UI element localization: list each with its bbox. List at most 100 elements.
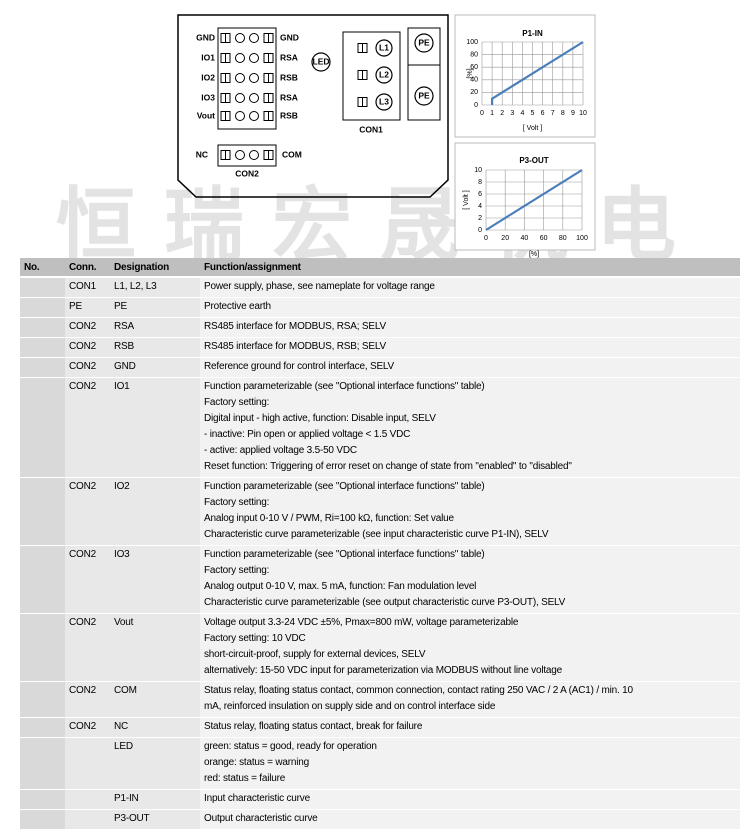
function-cell: Input characteristic curve bbox=[200, 789, 740, 810]
designation-cell: LED bbox=[110, 737, 200, 790]
conn-cell: CON2 bbox=[65, 357, 110, 378]
diagram-labels: GND GND IO1 RSA IO2 RSB IO3 RSA Vout RSB NC COM CON2… bbox=[196, 32, 434, 178]
function-cell: Voltage output 3.3-24 VDC ±5%, Pmax=800 … bbox=[200, 613, 740, 682]
pin-label: PE bbox=[418, 90, 430, 100]
table-row: PE PE Protective earth bbox=[20, 297, 740, 318]
no-cell bbox=[20, 545, 65, 614]
y-tick-label: 8 bbox=[478, 179, 482, 186]
terminal bbox=[249, 53, 259, 63]
function-cell: Status relay, floating status contact, b… bbox=[200, 717, 740, 738]
x-tick-label: 5 bbox=[531, 110, 535, 117]
conn-cell: CON2 bbox=[65, 717, 110, 738]
terminal bbox=[235, 73, 245, 83]
terminal bbox=[249, 33, 259, 43]
watermark: 恒瑞宏晟机电 bbox=[56, 181, 704, 258]
x-tick-label: 4 bbox=[520, 110, 524, 117]
y-tick-label: 2 bbox=[478, 215, 482, 222]
designation-cell: IO1 bbox=[110, 377, 200, 478]
no-cell bbox=[20, 737, 65, 790]
table-row: CON2 GND Reference ground for control inte… bbox=[20, 357, 740, 378]
pin-label: GND bbox=[196, 32, 215, 42]
terminal bbox=[249, 93, 259, 103]
x-tick-label: 40 bbox=[521, 235, 529, 242]
conn-cell: PE bbox=[65, 297, 110, 318]
x-axis-label: [%] bbox=[529, 251, 539, 258]
conn-cell bbox=[65, 789, 110, 810]
no-cell bbox=[20, 337, 65, 358]
x-tick-label: 10 bbox=[579, 110, 587, 117]
header-cell: Designation bbox=[110, 258, 200, 278]
data-line bbox=[491, 41, 584, 105]
x-tick-label: 8 bbox=[561, 110, 565, 117]
table-row: CON2 IO1 Function parameterizable (see "Op… bbox=[20, 377, 740, 478]
header-cell: No. bbox=[20, 258, 65, 278]
con2-block bbox=[217, 27, 277, 130]
x-tick-label: 80 bbox=[559, 235, 567, 242]
table-row: CON2 RSB RS485 interface for MODBUS, RSB; … bbox=[20, 337, 740, 358]
no-cell bbox=[20, 357, 65, 378]
y-tick-label: 0 bbox=[478, 227, 482, 234]
function-line: RS485 interface for MODBUS, RSA; SELV bbox=[204, 321, 386, 332]
table-row: CON2 COM Status relay, floating status con… bbox=[20, 681, 740, 718]
designation-cell: Vout bbox=[110, 613, 200, 682]
function-line: Output characteristic curve bbox=[204, 813, 318, 824]
table-row: CON2 RSA RS485 interface for MODBUS, RSA; … bbox=[20, 317, 740, 338]
function-line: Input characteristic curve bbox=[204, 793, 310, 804]
housing-outline bbox=[177, 14, 449, 198]
led-symbol bbox=[311, 52, 331, 72]
no-cell bbox=[20, 277, 65, 298]
block-label: CON1 bbox=[359, 124, 383, 134]
pin-label: RSA bbox=[280, 52, 298, 62]
no-cell bbox=[20, 317, 65, 338]
x-tick-label: 60 bbox=[540, 235, 548, 242]
x-tick-label: 0 bbox=[484, 235, 488, 242]
terminal bbox=[414, 33, 434, 53]
pin-label: RSB bbox=[280, 72, 298, 82]
function-line: Voltage output 3.3-24 VDC ±5%, Pmax=800 … bbox=[204, 617, 519, 628]
function-line: Reset function: Triggering of error rese… bbox=[204, 461, 572, 472]
y-tick-label: 80 bbox=[470, 51, 478, 58]
function-cell: Output characteristic curve bbox=[200, 809, 740, 830]
x-tick-label: 100 bbox=[576, 235, 588, 242]
no-cell bbox=[20, 477, 65, 546]
function-line: RS485 interface for MODBUS, RSB; SELV bbox=[204, 341, 386, 352]
pin-table: No. Conn. Designation Function/assignmen… bbox=[20, 258, 740, 830]
table-row: CON2 Vout Voltage output 3.3-24 VDC ±5%, P… bbox=[20, 613, 740, 682]
pin-label: NC bbox=[196, 149, 208, 159]
y-tick-label: 10 bbox=[474, 167, 482, 174]
designation-cell: NC bbox=[110, 717, 200, 738]
function-line: Reference ground for control interface, … bbox=[204, 361, 395, 372]
function-line: Analog input 0-10 V / PWM, Ri=100 kΩ, fu… bbox=[204, 513, 454, 524]
table-row: LED green: status = good, ready for opera… bbox=[20, 737, 740, 790]
terminal bbox=[235, 150, 245, 160]
x-tick-label: 2 bbox=[500, 110, 504, 117]
table-row: P1-IN Input characteristic curve bbox=[20, 789, 740, 810]
terminal bbox=[375, 66, 393, 84]
function-line: Factory setting: bbox=[204, 565, 270, 576]
no-cell bbox=[20, 681, 65, 718]
function-line: alternatively: 15-50 VDC input for param… bbox=[204, 665, 563, 676]
table-row: CON1 L1, L2, L3 Power supply, phase, see n… bbox=[20, 277, 740, 298]
function-line: green: status = good, ready for operatio… bbox=[204, 741, 377, 752]
pin-label: COM bbox=[282, 149, 302, 159]
no-cell bbox=[20, 297, 65, 318]
y-tick-label: 4 bbox=[478, 203, 482, 210]
function-line: short-circuit-proof, supply for external… bbox=[204, 649, 426, 660]
conn-cell: CON2 bbox=[65, 681, 110, 718]
function-line: Protective earth bbox=[204, 301, 271, 312]
terminal bbox=[235, 93, 245, 103]
function-line: Factory setting: bbox=[204, 397, 270, 408]
table-row: CON2 NC Status relay, floating status cont… bbox=[20, 717, 740, 738]
header-row: No. Conn. Designation Function/assignmen… bbox=[20, 258, 740, 278]
conn-cell bbox=[65, 809, 110, 830]
designation-cell: P3-OUT bbox=[110, 809, 200, 830]
block-label: CON2 bbox=[235, 168, 259, 178]
pin-label: IO2 bbox=[201, 72, 215, 82]
y-axis-label: [ Volt ] bbox=[463, 190, 470, 210]
terminal bbox=[235, 33, 245, 43]
x-axis-label: [ Volt ] bbox=[523, 125, 543, 132]
pin-label: PE bbox=[418, 37, 430, 47]
no-cell bbox=[20, 377, 65, 478]
y-tick-label: 6 bbox=[478, 191, 482, 198]
chart-title: P1-IN bbox=[522, 29, 543, 38]
